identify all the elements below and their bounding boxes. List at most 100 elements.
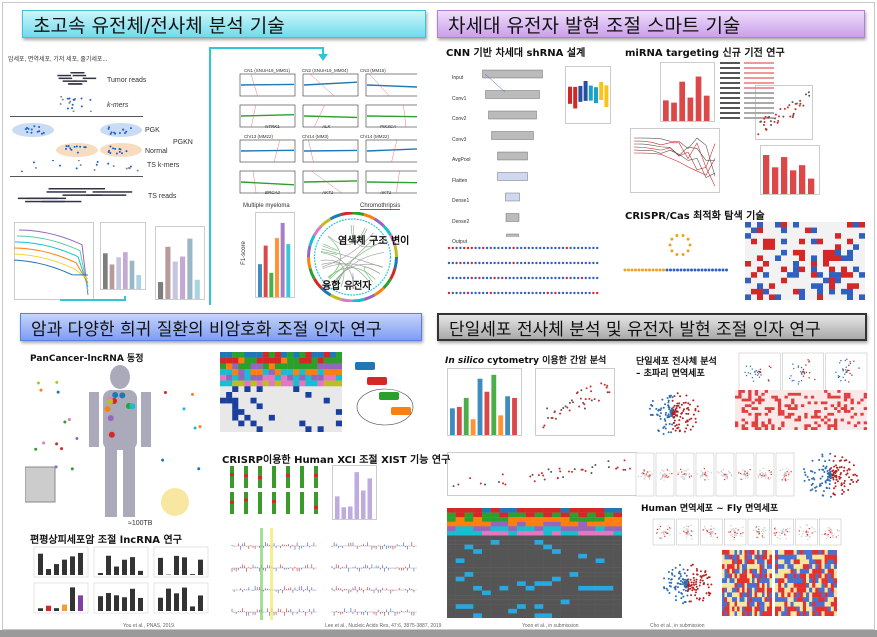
figure-mark	[859, 255, 865, 262]
figure-mark	[778, 550, 782, 555]
figure-mark	[860, 392, 864, 396]
figure-mark	[680, 597, 683, 600]
figure-mark	[818, 468, 821, 471]
figure-mark	[733, 538, 735, 541]
figure-mark	[523, 276, 527, 280]
figure-mark	[125, 130, 128, 133]
figure-mark	[311, 386, 318, 393]
figure-mark	[447, 608, 456, 614]
correlation-scatter-row	[447, 452, 637, 496]
figure-mark	[742, 564, 745, 570]
figure-mark	[731, 528, 733, 530]
figure-mark	[220, 409, 227, 416]
figure-mark	[604, 585, 614, 591]
figure-mark	[268, 357, 276, 364]
figure-mark	[578, 530, 588, 536]
figure-mark	[287, 374, 294, 381]
figure-mark	[739, 592, 743, 598]
figure-mark	[508, 581, 518, 587]
figure-mark	[813, 531, 815, 533]
figure-mark	[837, 468, 840, 471]
figure-mark	[782, 474, 785, 477]
figure-mark	[830, 568, 835, 574]
figure-mark	[155, 226, 205, 300]
figure-mark	[761, 395, 765, 399]
figure-mark	[501, 261, 504, 265]
figure-mark	[824, 564, 828, 570]
figure-mark	[226, 426, 233, 432]
figure-mark	[600, 382, 603, 385]
lncrna-heatmap	[220, 352, 342, 432]
figure-mark	[801, 410, 805, 414]
figure-mark	[787, 283, 794, 290]
figure-mark	[835, 294, 842, 300]
figure-mark	[320, 287, 332, 297]
figure-mark	[830, 427, 835, 430]
figure-mark	[817, 404, 821, 408]
figure-mark	[256, 374, 263, 381]
figure-mark	[51, 160, 54, 162]
figure-mark	[250, 374, 257, 381]
figure-mark	[490, 585, 500, 591]
figure-mark	[742, 592, 745, 598]
figure-mark	[675, 423, 678, 426]
figure-mark	[781, 222, 788, 228]
figure-mark	[569, 599, 579, 605]
figure-mark	[587, 567, 596, 573]
figure-mark	[497, 246, 500, 250]
figure-mark	[857, 418, 861, 422]
figure-mark	[790, 471, 792, 473]
figure-mark	[803, 371, 805, 373]
figure-mark	[804, 424, 808, 428]
figure-mark	[742, 568, 745, 574]
figure-mark	[793, 578, 797, 584]
figure-mark	[669, 268, 672, 272]
figure-mark	[335, 270, 345, 285]
figure-mark	[687, 583, 690, 586]
figure-mark	[748, 392, 752, 396]
figure-mark	[764, 415, 769, 419]
figure-mark	[662, 268, 665, 272]
figure-mark	[850, 424, 854, 428]
figure-mark	[768, 365, 771, 367]
figure-mark	[835, 277, 842, 284]
figure-mark	[366, 148, 417, 152]
figure-mark	[793, 592, 797, 598]
figure-mark	[182, 587, 187, 611]
figure-mark	[812, 568, 816, 574]
scc-lncrna-title: 편평상피세포암 조절 lncRNA 연구	[30, 535, 182, 546]
figure-mark	[749, 568, 753, 574]
wall-clock-chart	[155, 226, 205, 300]
figure-mark	[855, 474, 858, 477]
figure-mark	[837, 407, 841, 411]
figure-mark	[668, 527, 671, 529]
figure-mark	[727, 592, 730, 598]
figure-mark	[812, 592, 816, 598]
figure-mark	[293, 403, 300, 410]
figure-mark	[762, 533, 764, 535]
figure-mark	[670, 578, 673, 581]
figure-mark	[587, 563, 596, 568]
figure-mark	[447, 595, 456, 600]
figure-mark	[14, 253, 89, 280]
figure-mark	[287, 363, 294, 370]
figure-mark	[682, 408, 685, 411]
figure-mark	[573, 291, 576, 295]
figure-mark	[823, 283, 830, 290]
figure-mark	[738, 427, 742, 430]
figure-mark	[821, 564, 825, 570]
figure-mark	[823, 470, 826, 473]
figure-mark	[732, 601, 735, 607]
mutation-heatmap	[447, 508, 622, 618]
figure-mark	[729, 583, 733, 588]
figure-mark	[232, 357, 239, 364]
figure-mark	[763, 266, 770, 273]
figure-mark	[830, 407, 835, 411]
figure-mark	[517, 613, 526, 618]
figure-mark	[818, 597, 822, 603]
figure-mark	[732, 592, 735, 598]
figure-mark	[821, 578, 825, 584]
figure-mark	[54, 608, 59, 611]
figure-mark	[762, 554, 765, 560]
figure-mark	[694, 421, 697, 424]
